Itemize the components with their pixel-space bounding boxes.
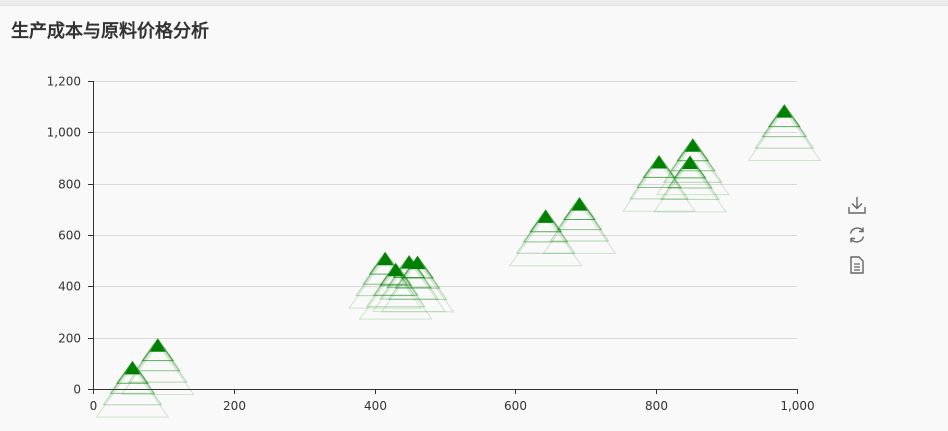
y-tick-label: 200 (58, 332, 81, 346)
ripple-ring (372, 260, 447, 312)
ripple-ring (669, 139, 716, 172)
ripple-ring (380, 260, 455, 313)
ripple-ring (542, 202, 617, 254)
grid-lines (93, 81, 797, 339)
ripple-ring (673, 155, 707, 179)
triangle-marker (684, 138, 701, 152)
ripple-ring (102, 363, 163, 406)
y-tick-label: 0 (73, 383, 81, 397)
ripple-ring (134, 339, 181, 372)
ripple-ring (556, 197, 603, 231)
data-point[interactable] (622, 154, 696, 212)
triangle-marker (571, 197, 588, 211)
ripple-ring (365, 265, 426, 308)
ripple-ring (754, 106, 815, 149)
ripple-ring (642, 154, 676, 178)
triangle-marker (651, 155, 668, 169)
triangle-marker (776, 104, 793, 118)
chart-title: 生产成本与原料价格分析 (11, 21, 209, 42)
ripple-ring (667, 156, 713, 189)
x-tick-label: 800 (645, 399, 668, 413)
ripple-ring (127, 340, 188, 383)
triangle-marker (377, 252, 394, 266)
ripple-ring (653, 160, 727, 213)
ripple-ring (508, 214, 583, 267)
ripple-ring (660, 157, 720, 200)
ripple-ring (662, 140, 723, 183)
x-tick-label: 1,000 (780, 399, 814, 413)
triangle-marker (124, 361, 141, 375)
data-view-icon[interactable] (846, 254, 868, 276)
x-tick-label: 200 (223, 399, 246, 413)
triangle-marker (681, 155, 698, 169)
ripple-ring (549, 199, 610, 242)
axes: 0 200 400 600 800 1,000 1,200 0 200 400 600 800 1,00… (47, 75, 815, 414)
y-tick-label: 1,000 (47, 126, 81, 140)
ripple-ring (115, 360, 149, 384)
ripple-ring (141, 338, 175, 362)
ripple-ring (655, 143, 730, 196)
toolbox (846, 194, 868, 284)
y-tick-label: 1,200 (47, 75, 81, 89)
ripple-ring (387, 258, 448, 301)
data-point[interactable] (120, 338, 195, 396)
data-point[interactable] (508, 209, 583, 267)
data-point[interactable] (358, 262, 433, 320)
ripple-ring (348, 256, 423, 309)
y-tick-label: 600 (58, 229, 81, 243)
ripple-ring (636, 155, 682, 188)
ripple-ring (386, 255, 433, 289)
ripple-ring (747, 109, 822, 161)
ripple-ring (109, 361, 156, 394)
data-point[interactable] (380, 255, 455, 313)
data-point[interactable] (655, 138, 730, 196)
refresh-icon[interactable] (846, 224, 868, 246)
triangle-marker (387, 263, 404, 277)
ripple-ring (529, 209, 563, 233)
data-point[interactable] (542, 196, 617, 254)
data-point[interactable] (95, 360, 170, 418)
ripple-ring (622, 160, 696, 212)
y-tick-label: 400 (58, 280, 81, 294)
x-tick-label: 600 (504, 399, 527, 413)
data-point[interactable] (747, 104, 822, 161)
y-tick-label: 800 (58, 178, 81, 192)
ripple-ring (629, 157, 689, 200)
ripple-ring (767, 104, 801, 128)
download-icon[interactable] (846, 194, 868, 216)
triangle-marker (537, 209, 554, 223)
ripple-ring (401, 255, 435, 279)
ripple-ring (562, 196, 596, 220)
data-points (95, 104, 822, 418)
data-point[interactable] (653, 155, 727, 213)
triangle-marker (149, 338, 166, 352)
ripple-ring (120, 343, 195, 396)
ripple-ring (515, 211, 576, 254)
ripple-ring (522, 210, 569, 243)
ripple-ring (372, 263, 419, 296)
ripple-ring (394, 256, 441, 289)
x-tick-label: 400 (364, 399, 387, 413)
top-border (0, 0, 948, 6)
ripple-ring (95, 365, 170, 418)
triangle-marker (409, 256, 426, 270)
ripple-ring (761, 104, 808, 138)
ripple-ring (379, 257, 440, 300)
ripple-ring (358, 267, 433, 320)
ripple-ring (368, 251, 402, 275)
data-point[interactable] (348, 251, 423, 309)
ripple-ring (379, 262, 413, 286)
x-tick-label: 0 (90, 399, 98, 413)
ripple-ring (676, 138, 710, 162)
